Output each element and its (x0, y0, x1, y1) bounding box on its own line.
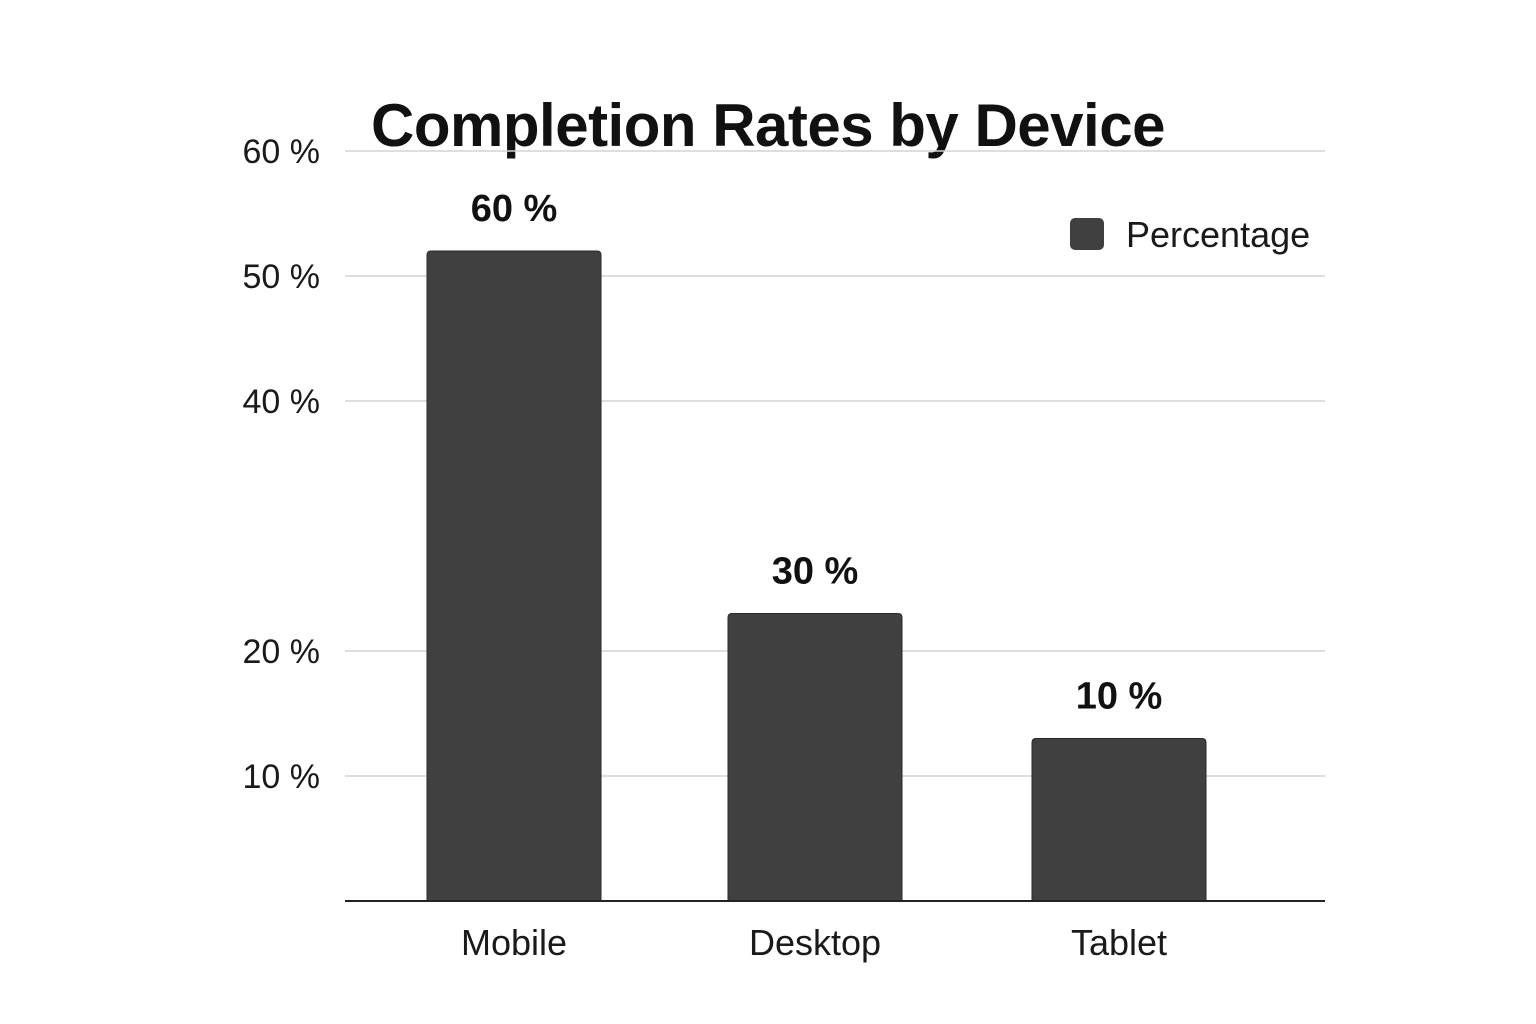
y-tick-label: 50 % (243, 258, 321, 296)
category-label-tablet: Tablet (1071, 922, 1167, 963)
data-label-desktop: 30 % (772, 551, 859, 593)
category-label-desktop: Desktop (749, 922, 881, 963)
y-axis-ticks: 60 % 50 % 40 % 20 % 10 % (243, 133, 321, 796)
y-tick-label: 10 % (243, 758, 321, 796)
data-label-mobile: 60 % (471, 188, 558, 230)
legend-label: Percentage (1126, 214, 1310, 255)
bar-tablet (1031, 738, 1207, 902)
bar-desktop (727, 613, 903, 902)
bars (426, 250, 1207, 902)
chart-title: Completion Rates by Device (371, 92, 1165, 159)
legend: Percentage (1070, 214, 1310, 255)
bar-mobile (426, 250, 602, 902)
legend-swatch (1070, 218, 1104, 250)
y-tick-label: 20 % (243, 633, 321, 671)
data-label-tablet: 10 % (1076, 676, 1163, 718)
data-labels: 60 % 30 % 10 % (471, 188, 1163, 718)
y-tick-label: 40 % (243, 383, 321, 421)
x-axis-categories: Mobile Desktop Tablet (461, 922, 1167, 963)
category-label-mobile: Mobile (461, 922, 567, 963)
y-tick-label: 60 % (243, 133, 321, 171)
